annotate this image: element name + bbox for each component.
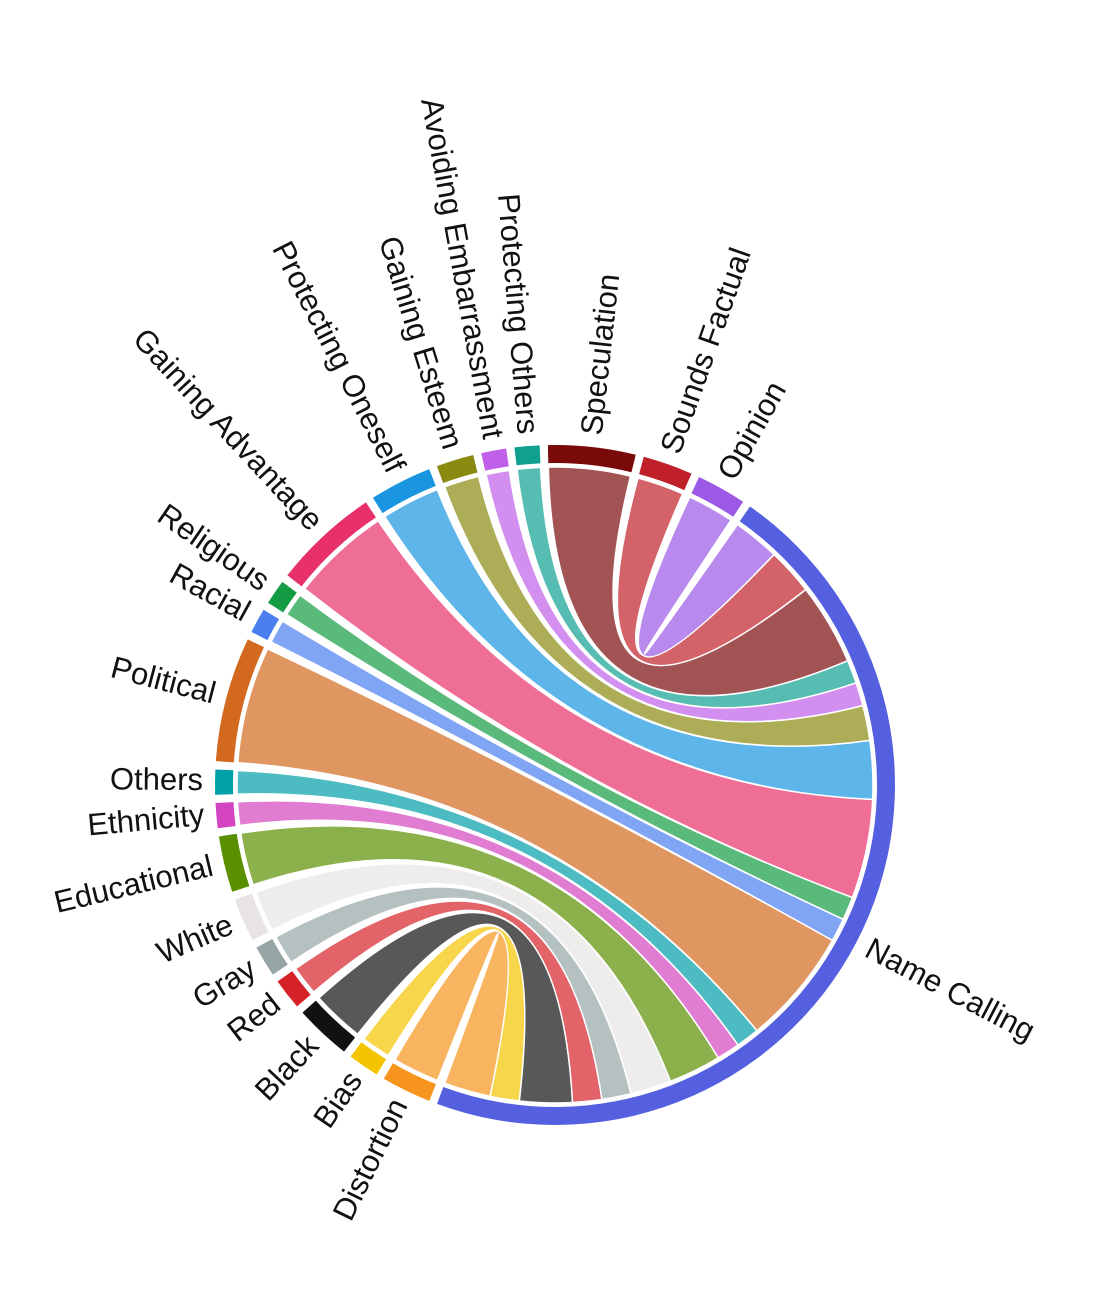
node-arc — [215, 802, 236, 829]
node-arc — [383, 1063, 436, 1101]
node-label: Black — [248, 1028, 326, 1108]
node-label: Political — [107, 650, 219, 711]
node-arc — [639, 456, 692, 491]
ribbon — [637, 495, 776, 658]
node-label: Others — [110, 761, 203, 797]
node-arc — [215, 769, 234, 795]
node-arc — [234, 893, 269, 941]
node-arc — [514, 445, 541, 466]
node-arc — [481, 448, 509, 471]
node-arc — [691, 477, 744, 517]
node-arc — [547, 445, 636, 473]
node-arc — [218, 833, 250, 892]
node-arc — [256, 939, 288, 975]
node-arc — [277, 971, 311, 1007]
node-arc — [302, 1000, 356, 1052]
node-arc — [350, 1042, 387, 1075]
node-label: Educational — [51, 848, 217, 920]
node-arc — [215, 639, 265, 763]
node-label: Gaining Advantage — [126, 321, 330, 537]
node-arc — [267, 581, 297, 613]
node-arc — [251, 609, 280, 641]
ribbons — [236, 466, 874, 1104]
node-arc — [372, 469, 436, 514]
node-label: Opinion — [710, 375, 793, 485]
node-arc — [287, 502, 376, 587]
node-arc — [436, 454, 478, 484]
node-label: Speculation — [574, 272, 626, 437]
node-label: Bias — [306, 1065, 369, 1135]
node-label: Ethnicity — [86, 797, 206, 842]
node-label: Name Calling — [860, 931, 1041, 1048]
